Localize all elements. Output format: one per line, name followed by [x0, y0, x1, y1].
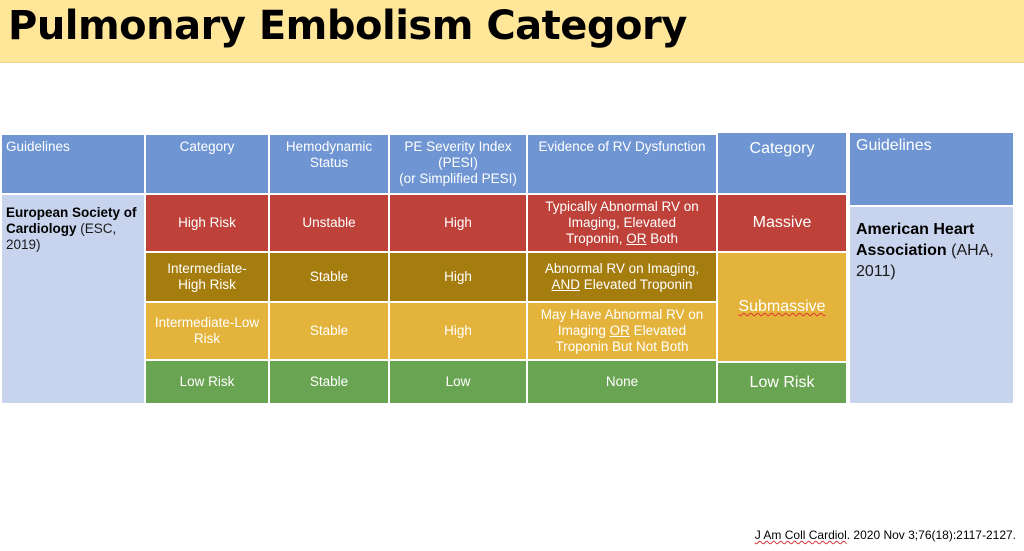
- row-int-high-category: Intermediate- High Risk: [146, 253, 268, 301]
- title-bar: Pulmonary Embolism Category: [0, 0, 1024, 63]
- header-hemodynamic-status: Hemodynamic Status: [270, 135, 388, 193]
- row-int-low-rv-line1: May Have Abnormal RV on: [540, 307, 704, 322]
- aha-massive-cell: Massive: [718, 195, 846, 251]
- header-hemodynamic-line2: Status: [309, 155, 349, 170]
- row-high-risk-rv: Typically Abnormal RV on Imaging, Elevat…: [528, 195, 716, 251]
- aha-guideline-cell: American Heart Association (AHA, 2011): [850, 207, 1013, 403]
- aha-header-guidelines-label: Guidelines: [856, 137, 932, 154]
- row-int-high-rv-line2-post: Elevated Troponin: [579, 277, 693, 292]
- row-int-low-rv-line2-post: Elevated: [629, 323, 687, 338]
- aha-header-category-label: Category: [749, 140, 815, 157]
- row-int-high-rv-line1: Abnormal RV on Imaging,: [544, 261, 700, 276]
- row-int-low-rv-line2-pre: Imaging: [557, 323, 610, 338]
- header-guidelines-label: Guidelines: [6, 139, 70, 154]
- esc-guideline-cell: European Society of Cardiology (ESC, 201…: [2, 195, 144, 403]
- row-high-risk-rv-line3-post: Both: [646, 231, 679, 246]
- row-high-risk-hemodynamic: Unstable: [270, 195, 388, 251]
- header-rv-dysfunction: Evidence of RV Dysfunction: [528, 135, 716, 193]
- header-hemodynamic-line1: Hemodynamic: [285, 139, 373, 154]
- row-low-risk-pesi-value: Low: [445, 374, 471, 389]
- citation-details: . 2020 Nov 3;76(18):2117-2127.: [846, 528, 1016, 542]
- row-high-risk-category-label: High Risk: [178, 215, 236, 230]
- row-int-high-category-line2: High Risk: [178, 277, 236, 292]
- row-high-risk-rv-line1: Typically Abnormal RV on: [545, 199, 699, 214]
- row-low-risk-hemodynamic: Stable: [270, 361, 388, 403]
- row-int-low-category-line2: Risk: [193, 331, 221, 346]
- aha-header-category: Category: [718, 133, 846, 193]
- row-int-high-rv: Abnormal RV on Imaging, AND Elevated Tro…: [528, 253, 716, 301]
- row-int-high-hemodynamic: Stable: [270, 253, 388, 301]
- aha-low-risk-label: Low Risk: [749, 374, 815, 391]
- esc-guideline-name: European Society of Cardiology: [6, 205, 137, 236]
- row-int-high-pesi-value: High: [444, 269, 472, 284]
- row-low-risk-category-label: Low Risk: [179, 374, 235, 389]
- row-int-high-pesi: High: [390, 253, 526, 301]
- row-int-low-category-line1: Intermediate-Low: [154, 315, 260, 330]
- row-low-risk-rv-value: None: [605, 374, 639, 389]
- row-int-low-category: Intermediate-Low Risk: [146, 303, 268, 359]
- row-high-risk-hemodynamic-value: Unstable: [302, 215, 356, 230]
- aha-guideline-abbr: (AHA, 2011): [856, 242, 994, 280]
- aha-submassive-cell: Submassive: [718, 253, 846, 361]
- header-pesi-line2: (PESI): [438, 155, 478, 170]
- header-guidelines: Guidelines: [2, 135, 144, 193]
- row-int-low-rv-line3: Troponin But Not Both: [555, 339, 689, 354]
- row-high-risk-rv-or: OR: [626, 231, 647, 246]
- aha-guideline-name: American Heart Association: [856, 221, 975, 259]
- header-pesi: PE Severity Index (PESI) (or Simplified …: [390, 135, 526, 193]
- header-category-label: Category: [179, 139, 235, 154]
- row-int-low-pesi-value: High: [444, 323, 472, 338]
- row-int-high-hemodynamic-value: Stable: [309, 269, 349, 284]
- citation-journal: J Am Coll Cardiol: [754, 528, 847, 542]
- header-category: Category: [146, 135, 268, 193]
- aha-submassive-label: Submassive: [738, 298, 826, 315]
- aha-header-guidelines: Guidelines: [850, 133, 1013, 205]
- row-low-risk-hemodynamic-value: Stable: [309, 374, 349, 389]
- slide-title: Pulmonary Embolism Category: [8, 3, 687, 49]
- row-int-low-hemodynamic: Stable: [270, 303, 388, 359]
- esc-guideline-abbr: (ESC, 2019): [6, 221, 117, 252]
- row-high-risk-rv-line2: Imaging, Elevated: [567, 215, 677, 230]
- aha-massive-label: Massive: [752, 214, 812, 231]
- header-pesi-line3: (or Simplified PESI): [399, 171, 517, 186]
- row-int-high-rv-and: AND: [551, 277, 580, 292]
- header-rv-label: Evidence of RV Dysfunction: [538, 139, 706, 154]
- aha-low-risk-cell: Low Risk: [718, 363, 846, 403]
- row-low-risk-category: Low Risk: [146, 361, 268, 403]
- row-high-risk-rv-line3-pre: Troponin,: [565, 231, 627, 246]
- citation: J Am Coll Cardiol. 2020 Nov 3;76(18):211…: [755, 528, 1016, 542]
- row-int-low-pesi: High: [390, 303, 526, 359]
- header-pesi-line1: PE Severity Index: [404, 139, 512, 154]
- row-high-risk-category: High Risk: [146, 195, 268, 251]
- row-int-low-rv: May Have Abnormal RV on Imaging OR Eleva…: [528, 303, 716, 359]
- row-int-high-category-line1: Intermediate-: [167, 261, 247, 276]
- row-int-low-rv-or: OR: [609, 323, 630, 338]
- row-int-low-hemodynamic-value: Stable: [309, 323, 349, 338]
- row-low-risk-rv: None: [528, 361, 716, 403]
- row-low-risk-pesi: Low: [390, 361, 526, 403]
- row-high-risk-pesi: High: [390, 195, 526, 251]
- row-high-risk-pesi-value: High: [444, 215, 472, 230]
